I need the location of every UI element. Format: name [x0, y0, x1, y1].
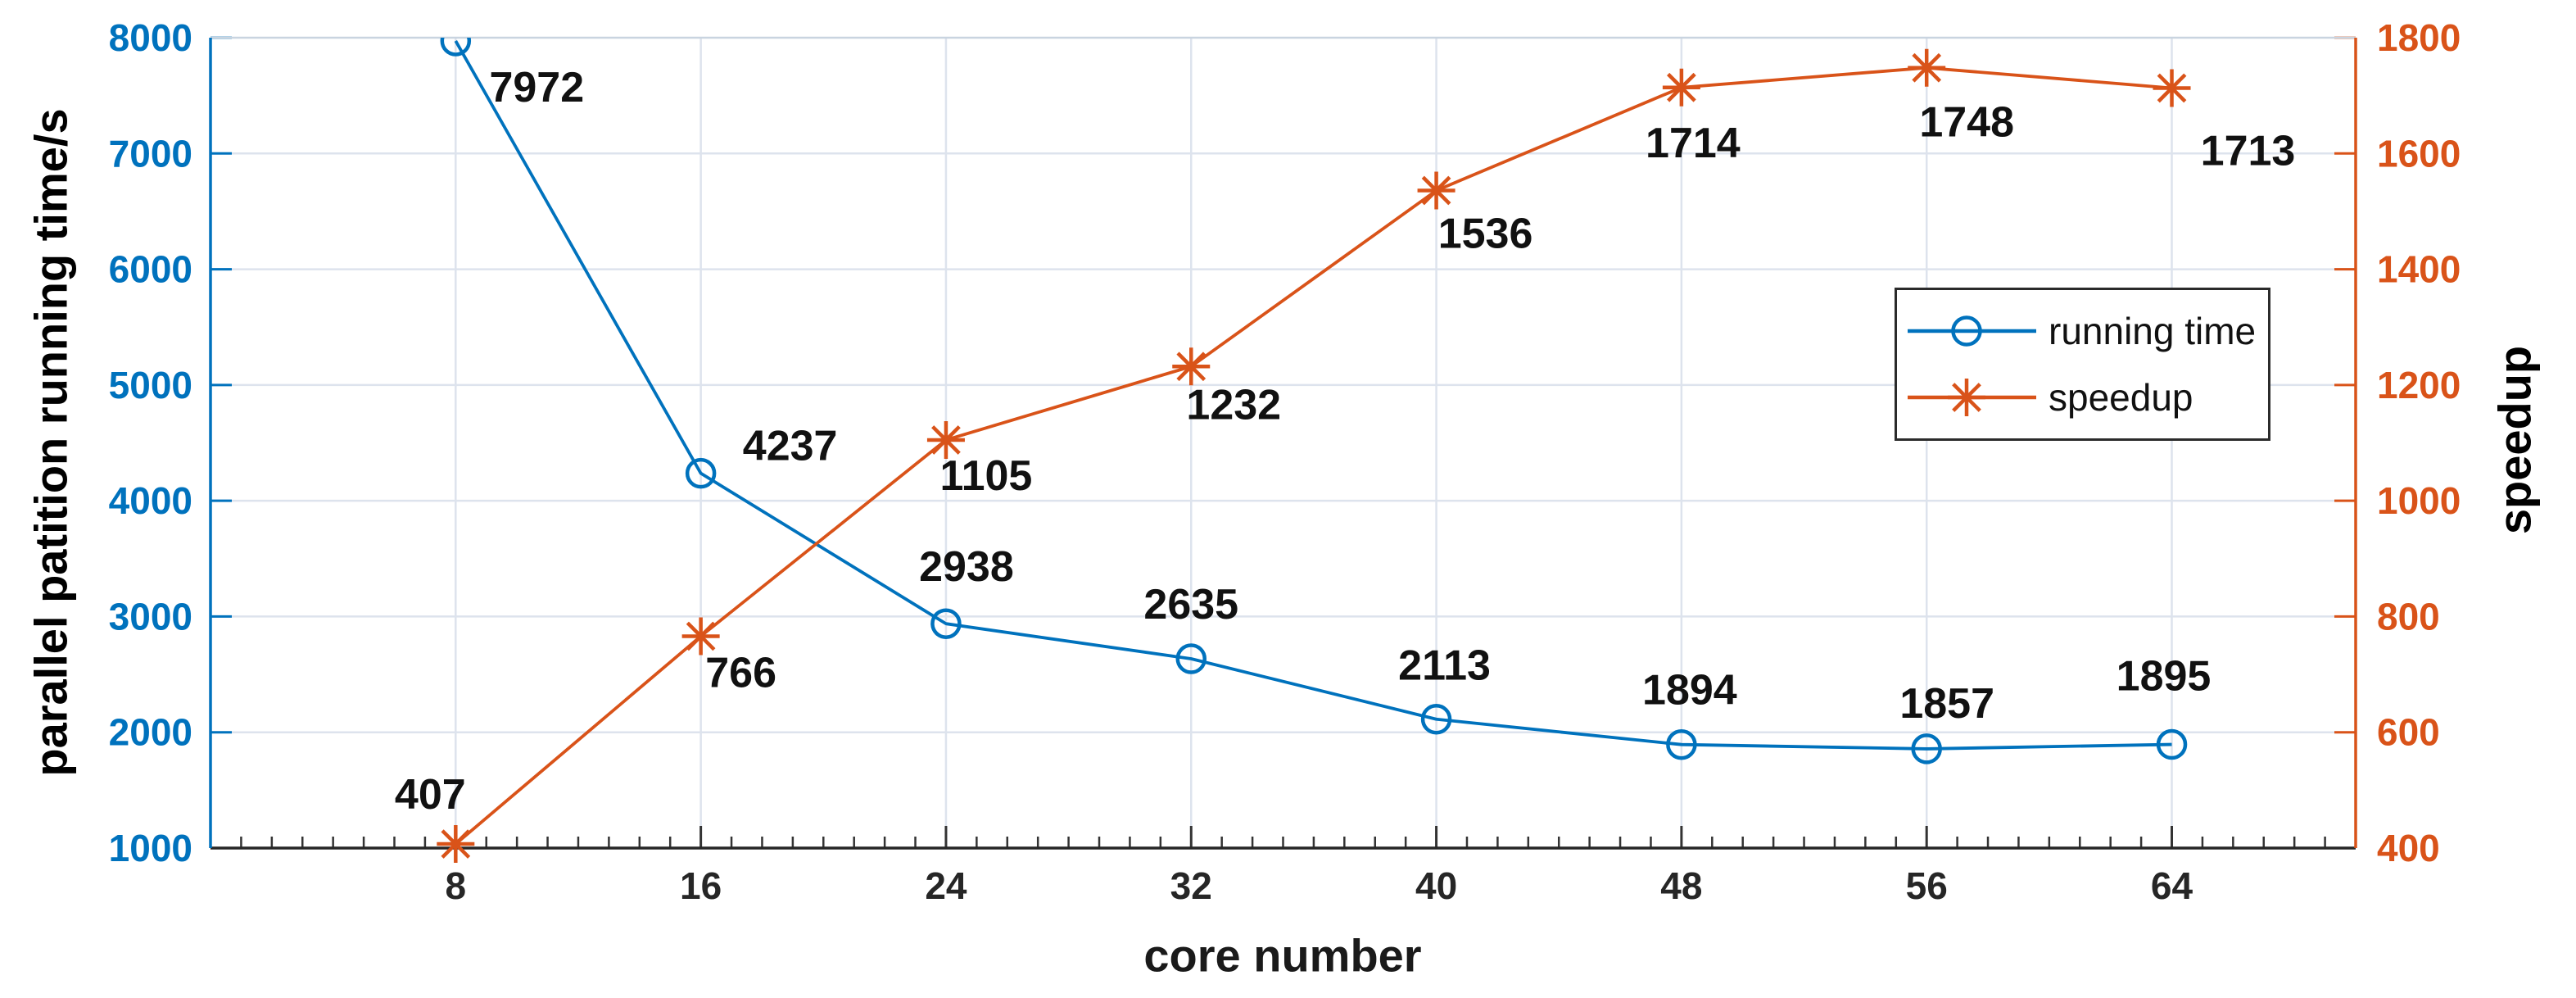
asterisk-marker — [1172, 347, 1211, 386]
asterisk-marker — [1662, 68, 1700, 107]
speedup-legend-swatch — [1908, 379, 2036, 417]
data-point-label: 1748 — [1919, 99, 2014, 147]
running-time-markers — [440, 38, 2188, 764]
running-time-series — [440, 38, 2188, 764]
left-tick-labels: 1000 2000 3000 4000 5000 6000 7000 8000 — [109, 16, 192, 869]
left-tick-label: 5000 — [109, 364, 192, 406]
left-tick-label: 2000 — [109, 711, 192, 754]
speedup-series — [437, 48, 2191, 864]
circle-marker — [930, 608, 962, 639]
right-tick-label: 1400 — [2377, 248, 2461, 291]
x-tick-label: 8 — [446, 864, 467, 907]
data-point-label: 1713 — [2201, 127, 2296, 175]
asterisk-marker — [926, 420, 965, 459]
left-tick-label: 8000 — [109, 16, 192, 59]
y-axis-label-right: speedup — [2488, 345, 2541, 535]
data-point-label: 1714 — [1646, 120, 1741, 167]
asterisk-marker — [2153, 69, 2191, 107]
data-point-label: 1232 — [1186, 381, 1281, 429]
x-tick-label: 32 — [1170, 864, 1212, 907]
data-point-label: 1536 — [1438, 210, 1533, 257]
y-axis-label-left: parallel patition running time/s — [25, 108, 77, 777]
asterisk-marker — [1417, 171, 1456, 210]
asterisk-marker — [681, 617, 720, 656]
data-point-label: 7972 — [489, 64, 584, 111]
left-tick-label: 1000 — [109, 827, 192, 869]
x-tick-label: 24 — [925, 864, 967, 907]
x-tick-label: 64 — [2151, 864, 2193, 907]
x-tick-label: 40 — [1415, 864, 1457, 907]
circle-marker — [1420, 703, 1452, 735]
legend-item-running-time: running time — [1897, 305, 2268, 357]
running-time-legend-swatch — [1908, 315, 2036, 347]
left-tick-label: 7000 — [109, 132, 192, 175]
data-point-label: 2635 — [1143, 581, 1238, 628]
speedup-swatch-art — [1908, 379, 2036, 417]
right-tick-labels: 400 600 800 1000 1200 1400 1600 1800 — [2377, 16, 2461, 869]
circle-marker — [1666, 728, 1697, 760]
right-tick-label: 1800 — [2377, 16, 2461, 59]
speedup-point-labels: 407 766 1105 1232 1536 1714 1748 1713 — [395, 99, 2295, 819]
asterisk-marker — [437, 825, 475, 864]
circle-marker — [2156, 728, 2188, 760]
x-tick-labels: 8 16 24 32 40 48 56 64 — [446, 864, 2193, 907]
x-tick-label: 56 — [1906, 864, 1948, 907]
x-axis-ticks — [240, 826, 2326, 848]
speedup-line — [455, 66, 2172, 846]
running-time-point-labels: 7972 4237 2938 2635 2113 1894 1857 1895 — [489, 64, 2211, 728]
data-point-label: 1894 — [1642, 667, 1737, 714]
circle-marker — [1175, 643, 1207, 674]
left-axis-ticks — [211, 36, 232, 850]
asterisk-marker — [1948, 379, 1985, 417]
left-tick-label: 4000 — [109, 479, 192, 522]
data-point-label: 1895 — [2116, 653, 2212, 701]
data-point-label: 4237 — [743, 423, 838, 470]
x-tick-label: 16 — [680, 864, 722, 907]
right-tick-label: 1200 — [2377, 364, 2461, 406]
left-tick-label: 3000 — [109, 595, 192, 637]
right-axis-ticks — [2334, 36, 2356, 850]
right-tick-label: 1600 — [2377, 132, 2461, 175]
legend: running time speedup — [1895, 288, 2270, 441]
data-point-label: 1105 — [940, 452, 1033, 500]
circle-marker — [1911, 733, 1942, 764]
data-point-label: 2938 — [919, 543, 1014, 591]
running-time-swatch-art — [1908, 315, 2036, 347]
data-point-label: 2113 — [1398, 642, 1491, 690]
legend-item-label: running time — [2049, 309, 2257, 352]
gridlines — [211, 38, 2356, 848]
data-point-label: 1857 — [1899, 680, 1994, 728]
legend-item-speedup: speedup — [1897, 371, 2268, 424]
legend-item-label: speedup — [2049, 376, 2193, 420]
circle-marker — [685, 457, 717, 489]
right-tick-label: 1000 — [2377, 479, 2461, 522]
left-tick-label: 6000 — [109, 248, 192, 291]
circle-marker — [440, 38, 472, 57]
right-tick-label: 800 — [2377, 595, 2440, 637]
right-tick-label: 600 — [2377, 711, 2440, 754]
data-point-label: 407 — [395, 771, 466, 819]
circle-marker — [1951, 315, 1982, 347]
asterisk-marker — [1908, 48, 1946, 87]
running-time-line — [454, 40, 2172, 751]
right-tick-label: 400 — [2377, 827, 2440, 869]
data-point-label: 766 — [705, 649, 776, 696]
speedup-markers — [437, 48, 2191, 864]
x-tick-label: 48 — [1660, 864, 1702, 907]
x-axis-label: core number — [1143, 929, 1422, 982]
